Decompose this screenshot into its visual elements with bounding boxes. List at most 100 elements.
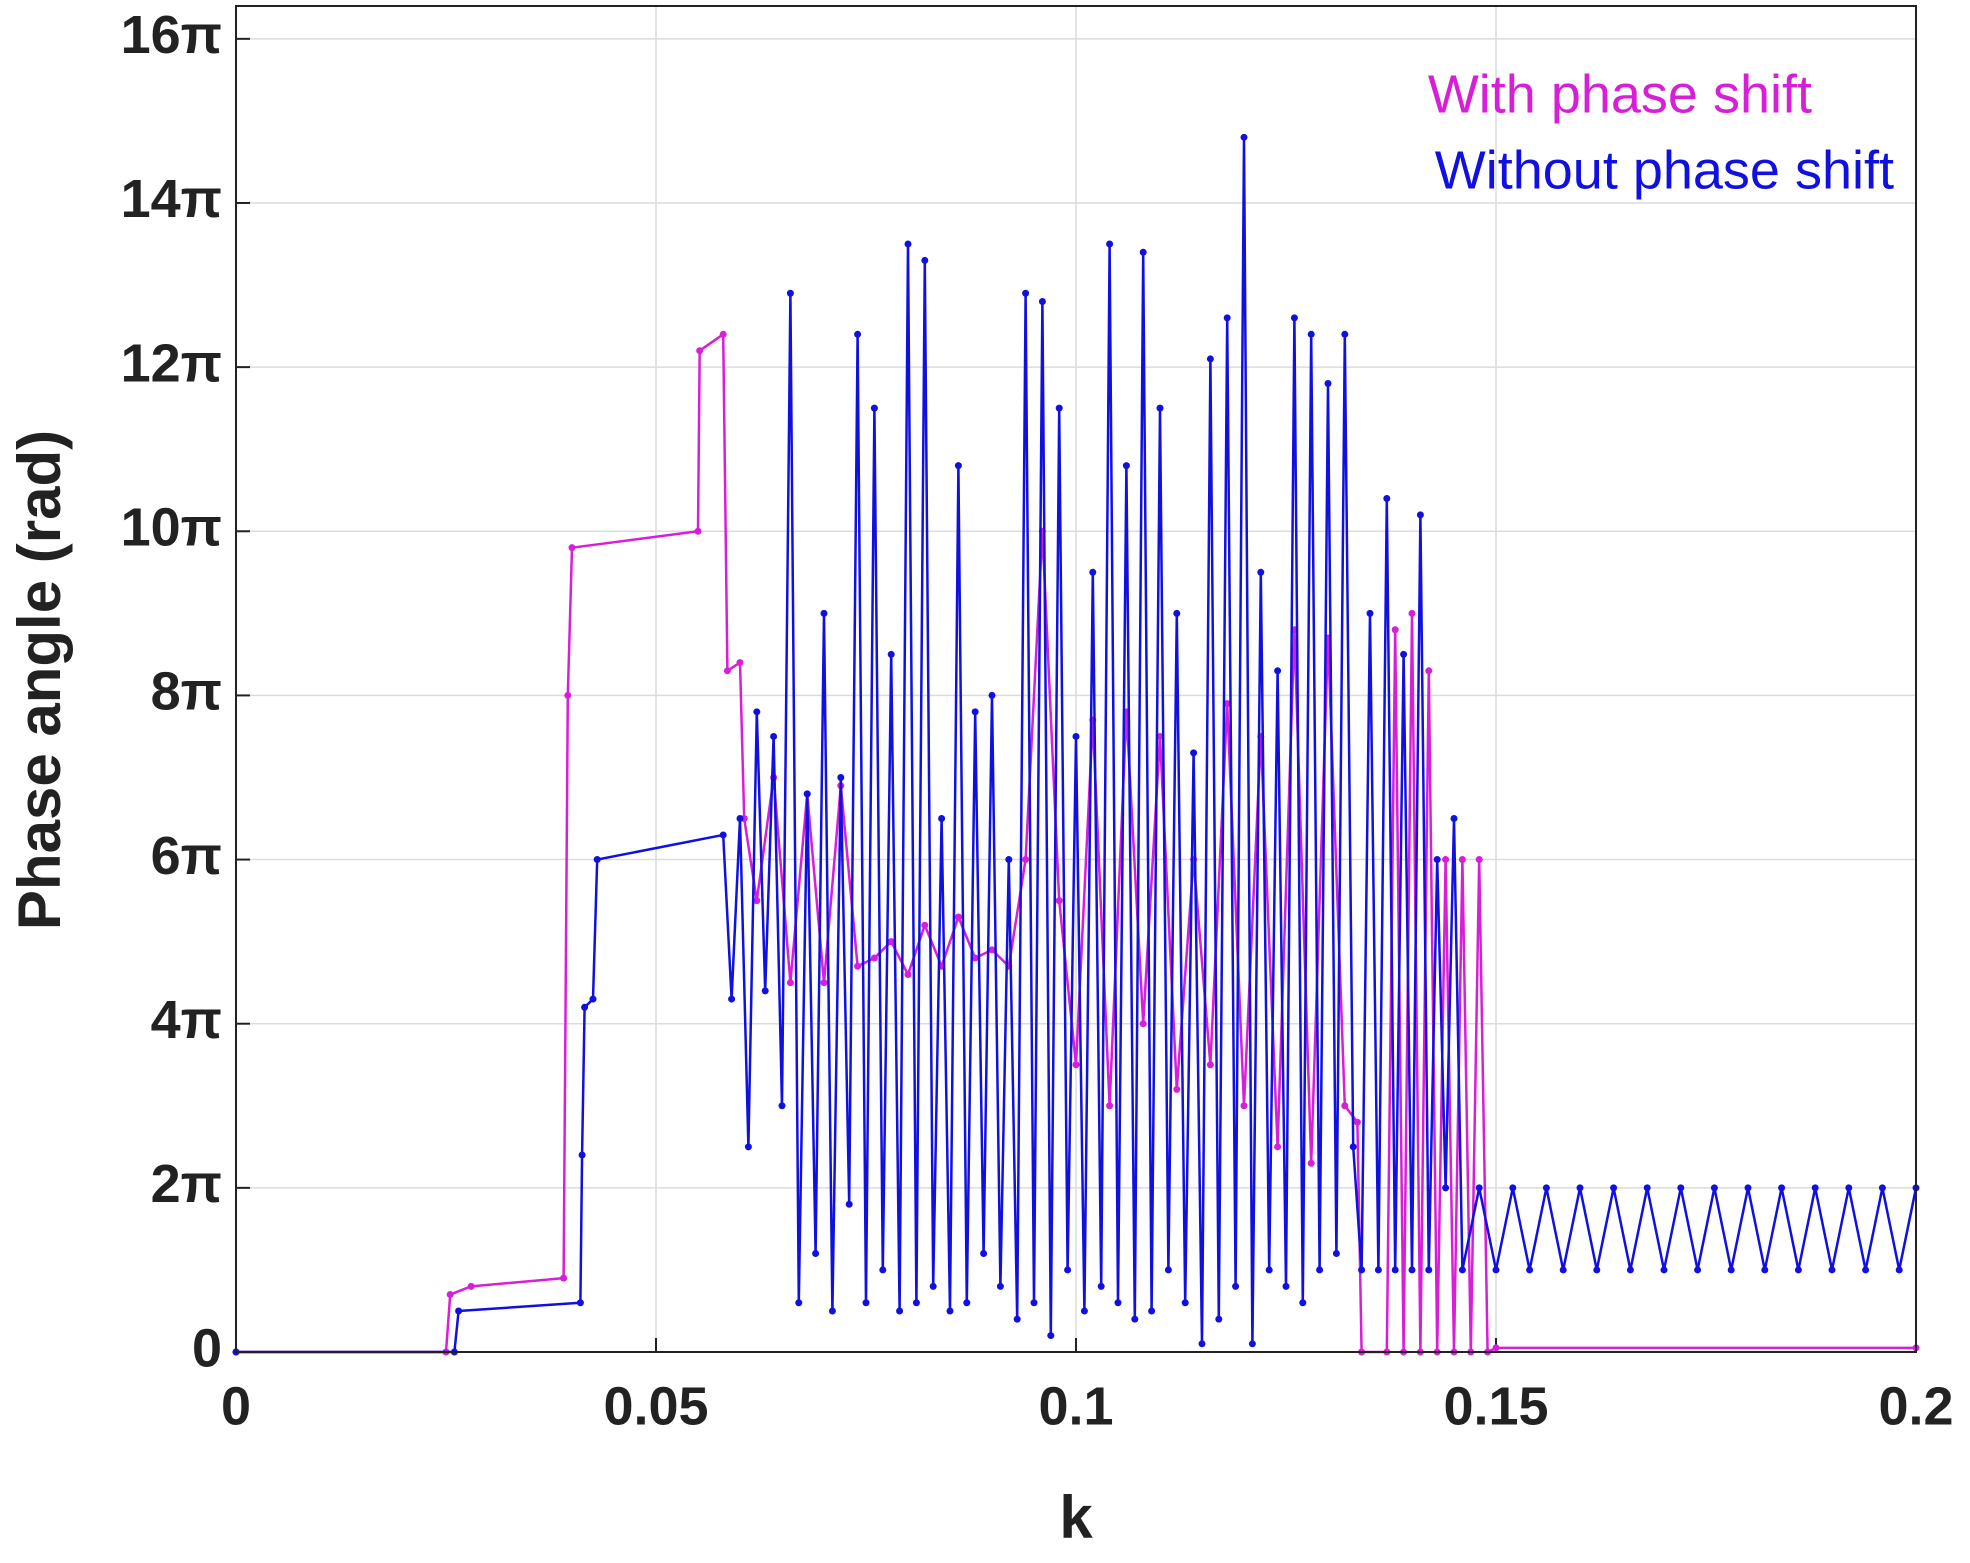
x-tick-label: 0 <box>221 1376 251 1436</box>
data-point <box>1408 1266 1416 1274</box>
data-point <box>854 962 862 970</box>
data-point <box>1013 1315 1021 1323</box>
data-point <box>1173 609 1181 617</box>
data-point <box>820 979 828 987</box>
data-point <box>1022 856 1030 864</box>
data-point <box>954 913 962 921</box>
data-point <box>904 240 912 248</box>
data-point <box>980 1250 988 1258</box>
data-point <box>1416 511 1424 519</box>
data-point <box>786 289 794 297</box>
data-point <box>1282 1282 1290 1290</box>
data-point <box>1156 404 1164 412</box>
data-point <box>929 1282 937 1290</box>
data-point <box>1366 609 1374 617</box>
data-point <box>904 970 912 978</box>
data-point <box>1559 1266 1567 1274</box>
data-point <box>837 773 845 781</box>
data-point <box>761 987 769 995</box>
data-point <box>795 1299 803 1307</box>
data-point <box>786 979 794 987</box>
series <box>232 330 1920 1356</box>
data-point <box>1106 240 1114 248</box>
data-point <box>1811 1184 1819 1192</box>
data-point <box>1727 1266 1735 1274</box>
x-tick-label: 0.1 <box>1038 1376 1113 1436</box>
data-point <box>971 954 979 962</box>
data-point <box>912 1299 920 1307</box>
data-point <box>1156 732 1164 740</box>
data-point <box>1349 1143 1357 1151</box>
data-point <box>1206 355 1214 363</box>
data-point <box>921 256 929 264</box>
data-point <box>896 1307 904 1315</box>
data-point <box>1316 1266 1324 1274</box>
data-point <box>1433 856 1441 864</box>
data-point <box>1223 314 1231 322</box>
data-point <box>1022 289 1030 297</box>
data-point <box>576 1299 584 1307</box>
data-point <box>723 667 731 675</box>
data-point <box>736 815 744 823</box>
data-point <box>1492 1266 1500 1274</box>
data-point <box>1164 1266 1172 1274</box>
x-tick-label: 0.15 <box>1443 1376 1548 1436</box>
data-point <box>1290 314 1298 322</box>
data-point <box>753 897 761 905</box>
data-point <box>921 921 929 929</box>
data-point <box>1509 1184 1517 1192</box>
data-point <box>1265 1266 1273 1274</box>
data-point <box>1131 1315 1139 1323</box>
data-point <box>696 347 704 355</box>
data-point <box>971 708 979 716</box>
data-point <box>1353 1118 1361 1126</box>
data-point <box>1232 1282 1240 1290</box>
data-point <box>1593 1266 1601 1274</box>
series <box>232 133 1920 1356</box>
data-point <box>1761 1266 1769 1274</box>
data-point <box>778 1102 786 1110</box>
data-point <box>1198 1340 1206 1348</box>
data-point <box>1038 297 1046 305</box>
data-point <box>1391 626 1399 634</box>
data-point <box>828 1307 836 1315</box>
data-point <box>1677 1184 1685 1192</box>
data-point <box>694 527 702 535</box>
data-point <box>887 938 895 946</box>
x-tick-label: 0.2 <box>1878 1376 1953 1436</box>
data-point <box>1072 1061 1080 1069</box>
data-point <box>581 1003 589 1011</box>
data-point <box>1324 380 1332 388</box>
data-point <box>1114 1299 1122 1307</box>
y-tick-label: 6π <box>151 826 222 886</box>
series-line <box>236 136 1918 1354</box>
y-tick-label: 12π <box>121 333 222 393</box>
data-point <box>854 330 862 338</box>
data-point <box>946 1307 954 1315</box>
data-point <box>1845 1184 1853 1192</box>
data-point <box>1374 1266 1382 1274</box>
data-point <box>446 1291 454 1299</box>
data-point <box>736 659 744 667</box>
data-point <box>1332 1250 1340 1258</box>
legend-entry: Without phase shift <box>1435 140 1894 200</box>
data-point <box>870 404 878 412</box>
data-point <box>1106 1102 1114 1110</box>
data-point <box>1710 1184 1718 1192</box>
x-tick-label: 0.05 <box>603 1376 708 1436</box>
data-point <box>1475 1184 1483 1192</box>
data-point <box>1005 856 1013 864</box>
data-point <box>1778 1184 1786 1192</box>
data-point <box>1425 667 1433 675</box>
data-point <box>887 650 895 658</box>
data-point <box>1274 667 1282 675</box>
data-point <box>938 815 946 823</box>
data-point <box>1450 815 1458 823</box>
data-point <box>1139 1020 1147 1028</box>
data-point <box>1828 1266 1836 1274</box>
data-point <box>879 1266 887 1274</box>
data-point <box>1610 1184 1618 1192</box>
data-point <box>1223 700 1231 708</box>
data-point <box>1080 1307 1088 1315</box>
data-point <box>963 1299 971 1307</box>
